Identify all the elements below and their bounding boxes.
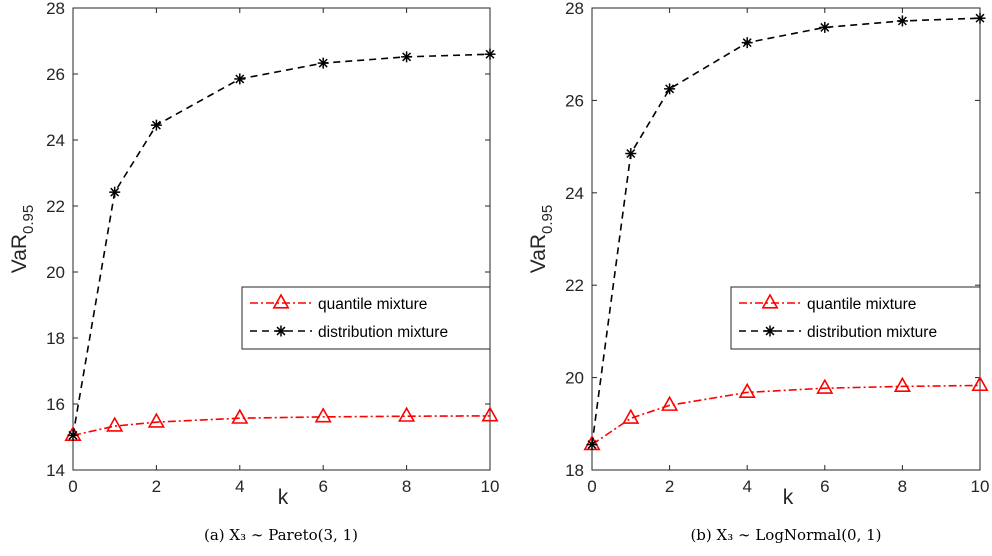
x-tick-label: 8 — [898, 477, 907, 496]
y-tick-label: 22 — [565, 276, 584, 295]
data-point — [231, 408, 249, 424]
data-point — [401, 51, 413, 63]
y-tick-label: 26 — [46, 65, 65, 84]
y-tick-label: 28 — [565, 0, 584, 18]
data-point — [741, 37, 753, 49]
axes-box — [72, 7, 491, 471]
data-point — [896, 15, 908, 27]
y-axis-label-main: VaR — [527, 234, 550, 273]
legend-box — [241, 286, 491, 350]
series-distribution-mixture — [67, 48, 496, 441]
legend-marker — [275, 325, 287, 337]
legend-label: distribution mixture — [318, 324, 448, 341]
y-tick-label: 18 — [46, 329, 65, 348]
x-axis-label: k — [278, 486, 289, 509]
y-tick-label: 20 — [565, 369, 584, 388]
y-tick-label: 18 — [565, 461, 584, 480]
x-tick-label: 6 — [318, 477, 327, 496]
data-point — [314, 407, 332, 423]
legend-label: distribution mixture — [807, 324, 937, 341]
data-point — [622, 408, 640, 424]
data-point — [317, 57, 329, 69]
legend-marker — [272, 293, 290, 309]
x-tick-label: 10 — [971, 477, 990, 496]
data-point — [974, 12, 986, 24]
legend-marker — [761, 293, 779, 309]
data-point — [67, 429, 79, 441]
data-point — [398, 406, 416, 422]
data-point — [586, 439, 598, 451]
x-tick-label: 0 — [68, 477, 77, 496]
data-point — [147, 412, 165, 428]
data-point — [816, 378, 834, 394]
series-quantile-mixture — [583, 375, 989, 451]
x-tick-label: 0 — [587, 477, 596, 496]
series-line — [591, 17, 981, 445]
panel-caption: (a) X₃ ∼ Pareto(3, 1) — [204, 526, 358, 544]
data-point — [150, 119, 162, 131]
legend: quantile mixture distribution mixture — [730, 286, 981, 350]
x-axis-label: k — [783, 486, 794, 509]
y-tick-label: 24 — [565, 184, 584, 203]
data-point — [664, 83, 676, 95]
x-tick-label: 2 — [152, 477, 161, 496]
y-axis-label-subscript: 0.95 — [539, 205, 556, 234]
y-tick-label: 24 — [46, 131, 65, 150]
y-tick-label: 14 — [46, 461, 65, 480]
legend: quantile mixture distribution mixture — [241, 286, 491, 350]
x-tick-label: 6 — [820, 477, 829, 496]
legend-box — [730, 286, 981, 350]
y-tick-label: 22 — [46, 197, 65, 216]
panel-caption: (b) X₃ ∼ LogNormal(0, 1) — [690, 526, 881, 544]
x-tick-label: 8 — [402, 477, 411, 496]
legend-label: quantile mixture — [318, 296, 427, 313]
y-axis-label-main: VaR — [8, 234, 31, 273]
axes-box — [591, 7, 981, 471]
data-point — [661, 395, 679, 411]
data-point — [481, 406, 499, 422]
x-tick-label: 4 — [742, 477, 751, 496]
y-tick-label: 28 — [46, 0, 65, 18]
series-line — [72, 53, 491, 436]
y-tick-label: 26 — [565, 91, 584, 110]
data-point — [971, 375, 989, 392]
data-point — [625, 148, 637, 160]
panel-a: 0 2 4 6 8 101416182022242628kVaR0.95quantile … — [8, 0, 499, 544]
legend-label: quantile mixture — [807, 296, 916, 313]
x-tick-label: 2 — [665, 477, 674, 496]
x-tick-label: 4 — [235, 477, 244, 496]
series-line — [591, 384, 981, 446]
y-tick-label: 20 — [46, 263, 65, 282]
series-quantile-mixture — [64, 406, 499, 441]
data-point — [738, 382, 756, 398]
data-point — [819, 21, 831, 33]
legend-marker — [764, 325, 776, 337]
y-axis-label-subscript: 0.95 — [20, 205, 37, 234]
data-point — [484, 48, 496, 60]
y-axis-label: VaR0.95 — [8, 205, 37, 274]
data-point — [893, 376, 911, 392]
data-point — [106, 416, 124, 432]
x-tick-label: 10 — [481, 477, 500, 496]
y-axis-label: VaR0.95 — [527, 205, 556, 274]
data-point — [234, 73, 246, 85]
series-distribution-mixture — [586, 12, 986, 451]
series-line — [72, 415, 491, 437]
y-tick-label: 16 — [46, 395, 65, 414]
data-point — [109, 186, 121, 198]
